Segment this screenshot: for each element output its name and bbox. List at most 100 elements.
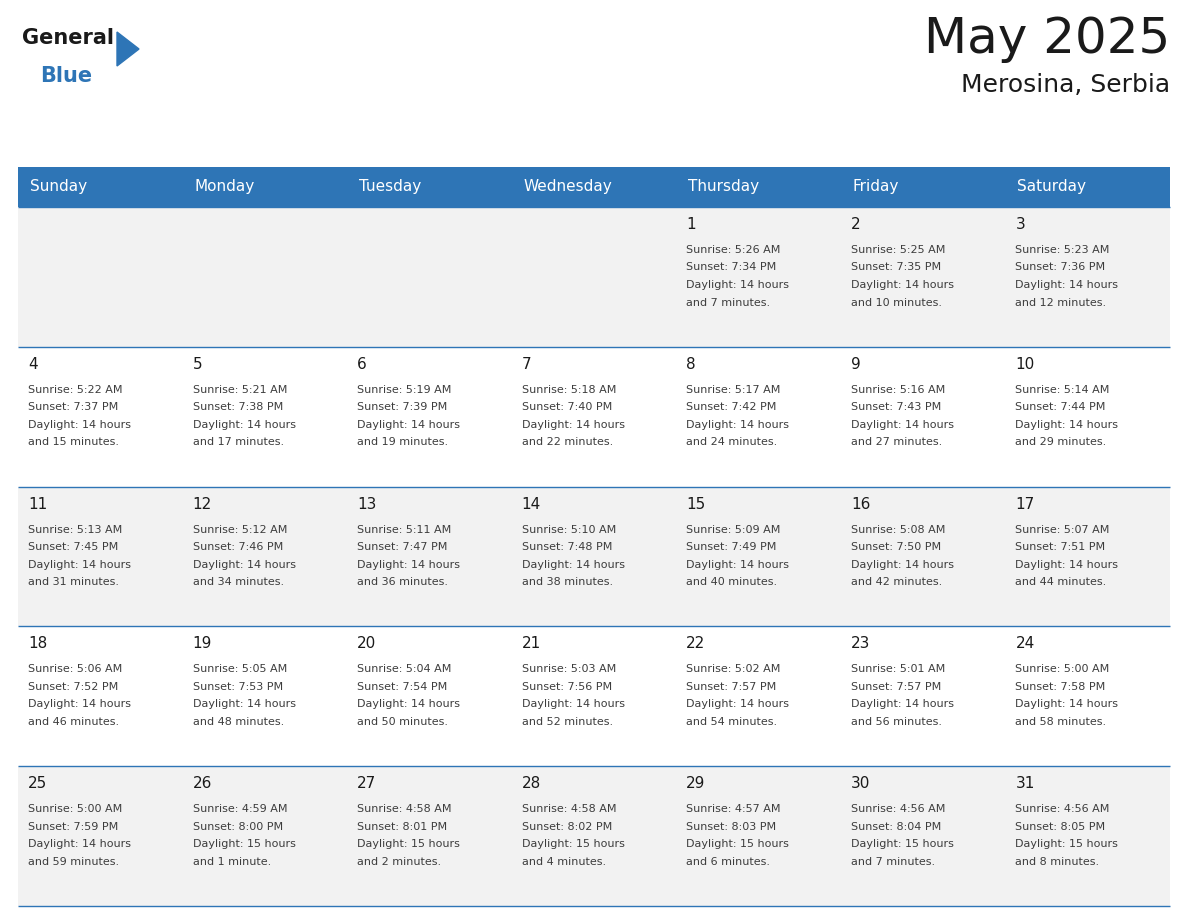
Text: 7: 7 <box>522 357 531 372</box>
Text: Sunrise: 5:19 AM: Sunrise: 5:19 AM <box>358 385 451 395</box>
Text: Daylight: 14 hours: Daylight: 14 hours <box>1016 700 1118 710</box>
Text: Sunset: 7:42 PM: Sunset: 7:42 PM <box>687 402 777 412</box>
Text: 8: 8 <box>687 357 696 372</box>
Text: 24: 24 <box>1016 636 1035 652</box>
Text: Sunset: 7:48 PM: Sunset: 7:48 PM <box>522 543 612 552</box>
Text: Sunrise: 5:13 AM: Sunrise: 5:13 AM <box>29 524 122 534</box>
Text: and 15 minutes.: and 15 minutes. <box>29 437 119 447</box>
Text: Sunset: 7:46 PM: Sunset: 7:46 PM <box>192 543 283 552</box>
Text: and 7 minutes.: and 7 minutes. <box>687 297 770 308</box>
Text: Sunrise: 5:21 AM: Sunrise: 5:21 AM <box>192 385 287 395</box>
Text: 28: 28 <box>522 777 541 791</box>
Text: 5: 5 <box>192 357 202 372</box>
Text: 26: 26 <box>192 777 211 791</box>
Text: Sunset: 8:01 PM: Sunset: 8:01 PM <box>358 822 447 832</box>
Text: Sunset: 7:34 PM: Sunset: 7:34 PM <box>687 263 777 273</box>
Text: Sunrise: 5:05 AM: Sunrise: 5:05 AM <box>192 665 286 675</box>
Text: and 22 minutes.: and 22 minutes. <box>522 437 613 447</box>
Text: 19: 19 <box>192 636 211 652</box>
Bar <box>18 167 1170 207</box>
Text: Sunrise: 5:00 AM: Sunrise: 5:00 AM <box>1016 665 1110 675</box>
Text: 10: 10 <box>1016 357 1035 372</box>
Text: and 36 minutes.: and 36 minutes. <box>358 577 448 588</box>
Text: 21: 21 <box>522 636 541 652</box>
Text: Blue: Blue <box>40 66 93 86</box>
Text: 13: 13 <box>358 497 377 511</box>
Text: Sunrise: 4:58 AM: Sunrise: 4:58 AM <box>522 804 617 814</box>
Text: and 46 minutes.: and 46 minutes. <box>29 717 119 727</box>
Text: Wednesday: Wednesday <box>524 180 613 195</box>
Text: and 44 minutes.: and 44 minutes. <box>1016 577 1107 588</box>
Text: and 50 minutes.: and 50 minutes. <box>358 717 448 727</box>
Text: Daylight: 14 hours: Daylight: 14 hours <box>358 700 460 710</box>
Text: Sunrise: 5:03 AM: Sunrise: 5:03 AM <box>522 665 615 675</box>
Text: Sunrise: 5:26 AM: Sunrise: 5:26 AM <box>687 245 781 255</box>
Text: 20: 20 <box>358 636 377 652</box>
Text: 4: 4 <box>29 357 38 372</box>
Text: Sunrise: 4:57 AM: Sunrise: 4:57 AM <box>687 804 781 814</box>
Text: Sunrise: 5:17 AM: Sunrise: 5:17 AM <box>687 385 781 395</box>
Text: Merosina, Serbia: Merosina, Serbia <box>961 73 1170 97</box>
Text: Sunset: 7:45 PM: Sunset: 7:45 PM <box>29 543 119 552</box>
Text: and 31 minutes.: and 31 minutes. <box>29 577 119 588</box>
Text: Sunset: 8:05 PM: Sunset: 8:05 PM <box>1016 822 1106 832</box>
Text: 11: 11 <box>29 497 48 511</box>
Text: 14: 14 <box>522 497 541 511</box>
Text: Thursday: Thursday <box>688 180 759 195</box>
Text: Sunset: 7:54 PM: Sunset: 7:54 PM <box>358 682 448 692</box>
Text: General: General <box>23 28 114 48</box>
Text: and 52 minutes.: and 52 minutes. <box>522 717 613 727</box>
Text: 6: 6 <box>358 357 367 372</box>
Text: and 42 minutes.: and 42 minutes. <box>851 577 942 588</box>
Text: and 56 minutes.: and 56 minutes. <box>851 717 942 727</box>
Text: Daylight: 14 hours: Daylight: 14 hours <box>29 700 131 710</box>
Text: 9: 9 <box>851 357 860 372</box>
Bar <box>18 487 1170 626</box>
Text: Daylight: 15 hours: Daylight: 15 hours <box>1016 839 1118 849</box>
Text: Tuesday: Tuesday <box>359 180 422 195</box>
Text: Daylight: 14 hours: Daylight: 14 hours <box>851 560 954 569</box>
Text: and 59 minutes.: and 59 minutes. <box>29 856 119 867</box>
Text: Sunrise: 5:08 AM: Sunrise: 5:08 AM <box>851 524 946 534</box>
Text: Daylight: 14 hours: Daylight: 14 hours <box>687 560 789 569</box>
Text: and 19 minutes.: and 19 minutes. <box>358 437 448 447</box>
Text: Daylight: 15 hours: Daylight: 15 hours <box>522 839 625 849</box>
Text: and 38 minutes.: and 38 minutes. <box>522 577 613 588</box>
Text: Daylight: 14 hours: Daylight: 14 hours <box>1016 560 1118 569</box>
Text: Daylight: 14 hours: Daylight: 14 hours <box>687 280 789 290</box>
Text: and 1 minute.: and 1 minute. <box>192 856 271 867</box>
Text: Friday: Friday <box>853 180 899 195</box>
Text: and 8 minutes.: and 8 minutes. <box>1016 856 1100 867</box>
Text: Sunset: 7:43 PM: Sunset: 7:43 PM <box>851 402 941 412</box>
Text: Daylight: 14 hours: Daylight: 14 hours <box>1016 420 1118 430</box>
Text: 23: 23 <box>851 636 871 652</box>
Text: 30: 30 <box>851 777 871 791</box>
Text: and 48 minutes.: and 48 minutes. <box>192 717 284 727</box>
Text: 27: 27 <box>358 777 377 791</box>
Text: Sunrise: 5:12 AM: Sunrise: 5:12 AM <box>192 524 287 534</box>
Text: and 7 minutes.: and 7 minutes. <box>851 856 935 867</box>
Text: Sunrise: 5:00 AM: Sunrise: 5:00 AM <box>29 804 122 814</box>
Text: Daylight: 14 hours: Daylight: 14 hours <box>358 560 460 569</box>
Text: Sunrise: 5:10 AM: Sunrise: 5:10 AM <box>522 524 615 534</box>
Text: 12: 12 <box>192 497 211 511</box>
Text: Sunrise: 4:56 AM: Sunrise: 4:56 AM <box>851 804 946 814</box>
Text: Sunrise: 5:07 AM: Sunrise: 5:07 AM <box>1016 524 1110 534</box>
Text: Daylight: 15 hours: Daylight: 15 hours <box>851 839 954 849</box>
Text: 18: 18 <box>29 636 48 652</box>
Text: Sunrise: 5:22 AM: Sunrise: 5:22 AM <box>29 385 122 395</box>
Text: May 2025: May 2025 <box>924 15 1170 63</box>
Text: 29: 29 <box>687 777 706 791</box>
Text: and 2 minutes.: and 2 minutes. <box>358 856 441 867</box>
Text: 17: 17 <box>1016 497 1035 511</box>
Text: Sunset: 8:04 PM: Sunset: 8:04 PM <box>851 822 941 832</box>
Text: Daylight: 14 hours: Daylight: 14 hours <box>192 560 296 569</box>
Bar <box>18 767 1170 906</box>
Text: and 40 minutes.: and 40 minutes. <box>687 577 777 588</box>
Text: Sunrise: 5:06 AM: Sunrise: 5:06 AM <box>29 665 122 675</box>
Text: Sunrise: 5:14 AM: Sunrise: 5:14 AM <box>1016 385 1110 395</box>
Text: Sunset: 7:52 PM: Sunset: 7:52 PM <box>29 682 119 692</box>
Text: and 6 minutes.: and 6 minutes. <box>687 856 770 867</box>
Text: Sunset: 7:51 PM: Sunset: 7:51 PM <box>1016 543 1106 552</box>
Text: Daylight: 15 hours: Daylight: 15 hours <box>192 839 296 849</box>
